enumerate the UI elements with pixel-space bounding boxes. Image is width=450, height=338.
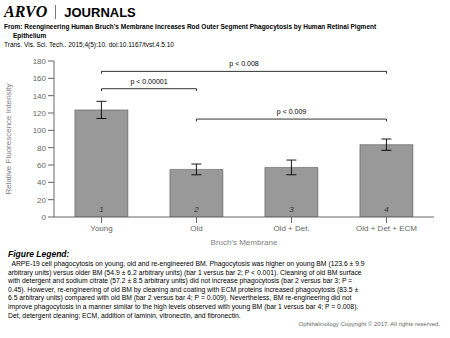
svg-text:p < 0.009: p < 0.009 (277, 108, 306, 116)
svg-text:20: 20 (37, 196, 46, 205)
html-text:with detergent and sodium citr: with detergent and sodium citrate (57.2 … (8, 277, 353, 285)
svg-text:100: 100 (33, 126, 47, 135)
html-text:JOURNALS: JOURNALS (64, 4, 136, 20)
html-text:Epithelium: Epithelium (4, 32, 47, 39)
html-text:6.5 arbitrary units) compared: 6.5 arbitrary units) compared with old B… (8, 294, 352, 302)
svg-text:60: 60 (37, 161, 46, 170)
svg-text:Old + Det.: Old + Det. (273, 224, 309, 233)
html-text:0.45). However, re-engineering: 0.45). However, re-engineering of old BM… (8, 285, 359, 293)
svg-text:p < 0.00001: p < 0.00001 (130, 78, 167, 86)
svg-text:Old: Old (190, 224, 202, 233)
svg-text:Young: Young (90, 224, 112, 233)
svg-text:4: 4 (384, 205, 389, 214)
svg-text:40: 40 (37, 178, 46, 187)
svg-text:3: 3 (289, 205, 294, 214)
svg-text:Old + Det + ECM: Old + Det + ECM (356, 224, 417, 233)
html-text:Ophthalmology Copyright © 2017: Ophthalmology Copyright © 2017. All righ… (298, 321, 440, 328)
html-text:ARVO: ARVO (4, 3, 48, 20)
html-text:Figure Legend:: Figure Legend: (8, 249, 70, 259)
svg-text:120: 120 (33, 109, 47, 118)
svg-text:160: 160 (33, 74, 47, 83)
svg-text:140: 140 (33, 92, 47, 101)
html-text:arbitrary units) versus older: arbitrary units) versus older BM (54.9 ±… (8, 268, 362, 276)
html-text:Trans. Vis. Sci. Tech.. 2015;4: Trans. Vis. Sci. Tech.. 2015;4(5):10. do… (4, 41, 174, 48)
html-text:Det, detergent cleaning; ECM,: Det, detergent cleaning; ECM, addition o… (8, 311, 241, 319)
svg-text:0: 0 (42, 213, 47, 222)
svg-text:80: 80 (37, 144, 46, 153)
html-text:improve phagocytosis in a mann: improve phagocytosis in a manner similar… (8, 303, 359, 310)
svg-text:p < 0.008: p < 0.008 (229, 60, 258, 68)
svg-text:2: 2 (193, 205, 199, 214)
svg-text:Relative Fluorescence Intensit: Relative Fluorescence Intensity (8, 83, 13, 194)
html-text:ARPE-19 cell phagocytosis on y: ARPE-19 cell phagocytosis on young, old … (8, 260, 365, 267)
html-text:From: Reengineering Human Bruc: From: Reengineering Human Bruch’s Membra… (4, 23, 377, 30)
svg-text:Bruch's Membrane: Bruch's Membrane (211, 238, 278, 247)
svg-text:180: 180 (33, 57, 47, 66)
svg-text:1: 1 (99, 205, 103, 214)
